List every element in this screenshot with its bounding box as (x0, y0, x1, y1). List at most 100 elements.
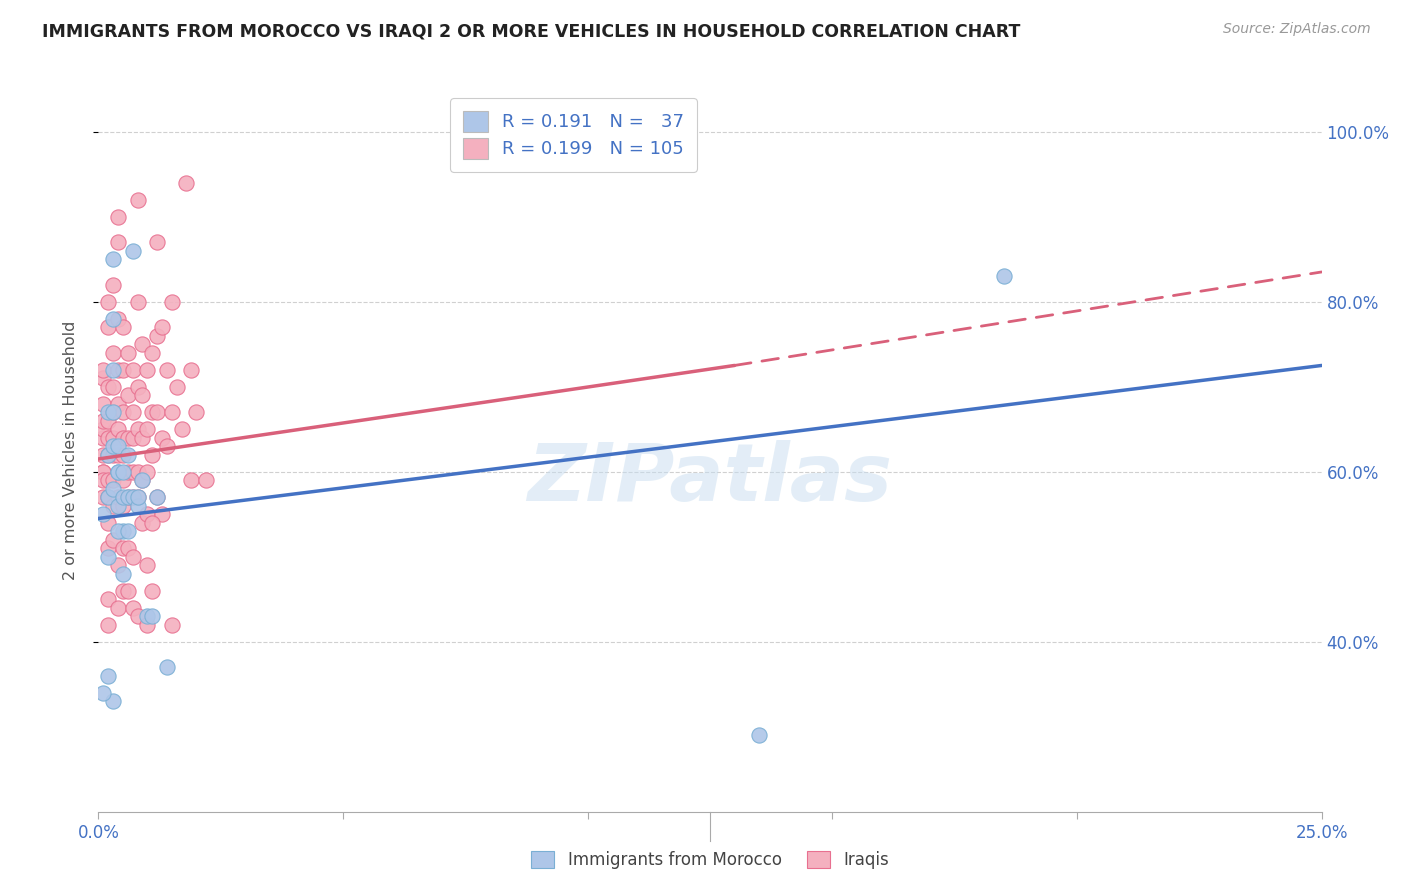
Point (127, 609, 149, 624)
Point (111, 583, 134, 598)
Point (127, 499, 149, 513)
Point (170, 422, 193, 436)
Point (97, 448, 120, 462)
Point (121, 549, 143, 564)
Legend: Immigrants from Morocco, Iraqis: Immigrants from Morocco, Iraqis (524, 844, 896, 876)
Point (101, 694, 124, 708)
Point (97, 490, 120, 504)
Point (156, 439, 179, 453)
Point (111, 448, 134, 462)
Point (91, 422, 114, 436)
Point (150, 507, 173, 521)
Point (97, 617, 120, 632)
Point (97, 669, 120, 683)
Point (97, 405, 120, 419)
Point (107, 235, 129, 250)
Point (117, 448, 139, 462)
Point (101, 405, 124, 419)
Point (111, 362, 134, 376)
Point (180, 473, 202, 487)
Point (131, 516, 153, 530)
Point (160, 405, 183, 419)
Point (91, 448, 114, 462)
Point (101, 439, 124, 453)
Point (91, 414, 114, 428)
Point (131, 337, 153, 351)
Point (117, 583, 139, 598)
Point (107, 397, 129, 411)
Point (166, 380, 188, 394)
Point (107, 465, 129, 479)
Point (91, 490, 114, 504)
Point (121, 490, 143, 504)
Point (101, 473, 124, 487)
Point (141, 583, 163, 598)
Point (97, 294, 120, 309)
Point (141, 609, 163, 624)
Point (150, 320, 173, 334)
Point (121, 490, 143, 504)
Point (101, 311, 124, 326)
Point (111, 405, 134, 419)
Point (121, 244, 143, 258)
Point (107, 439, 129, 453)
Point (117, 431, 139, 445)
Point (748, 728, 770, 742)
Point (136, 422, 159, 436)
Point (101, 405, 124, 419)
Point (107, 465, 129, 479)
Point (111, 473, 134, 487)
Point (131, 473, 153, 487)
Point (107, 499, 129, 513)
Point (117, 388, 139, 402)
Point (107, 311, 129, 326)
Point (101, 482, 124, 496)
Point (111, 566, 134, 581)
Point (107, 448, 129, 462)
Point (141, 405, 163, 419)
Point (107, 210, 129, 224)
Point (97, 516, 120, 530)
Point (97, 448, 120, 462)
Point (111, 320, 134, 334)
Point (127, 465, 149, 479)
Point (127, 380, 149, 394)
Point (107, 558, 129, 573)
Text: ZIPatlas: ZIPatlas (527, 441, 893, 518)
Point (117, 490, 139, 504)
Point (160, 617, 183, 632)
Point (121, 600, 143, 615)
Point (101, 277, 124, 292)
Point (146, 328, 169, 343)
Point (101, 380, 124, 394)
Point (121, 431, 143, 445)
Point (131, 473, 153, 487)
Point (186, 405, 208, 419)
Point (101, 448, 124, 462)
Point (91, 465, 114, 479)
Point (141, 345, 163, 359)
Point (121, 362, 143, 376)
Point (146, 490, 169, 504)
Point (97, 490, 120, 504)
Point (97, 380, 120, 394)
Point (160, 294, 183, 309)
Point (111, 524, 134, 539)
Point (127, 193, 149, 207)
Point (91, 362, 114, 376)
Point (136, 609, 159, 624)
Point (97, 431, 120, 445)
Point (176, 176, 198, 190)
Point (127, 490, 149, 504)
Point (156, 660, 179, 674)
Point (111, 541, 134, 556)
Point (131, 431, 153, 445)
Point (136, 617, 159, 632)
Point (91, 397, 114, 411)
Point (180, 362, 202, 376)
Point (101, 533, 124, 547)
Point (141, 516, 163, 530)
Point (97, 414, 120, 428)
Point (111, 499, 134, 513)
Point (117, 465, 139, 479)
